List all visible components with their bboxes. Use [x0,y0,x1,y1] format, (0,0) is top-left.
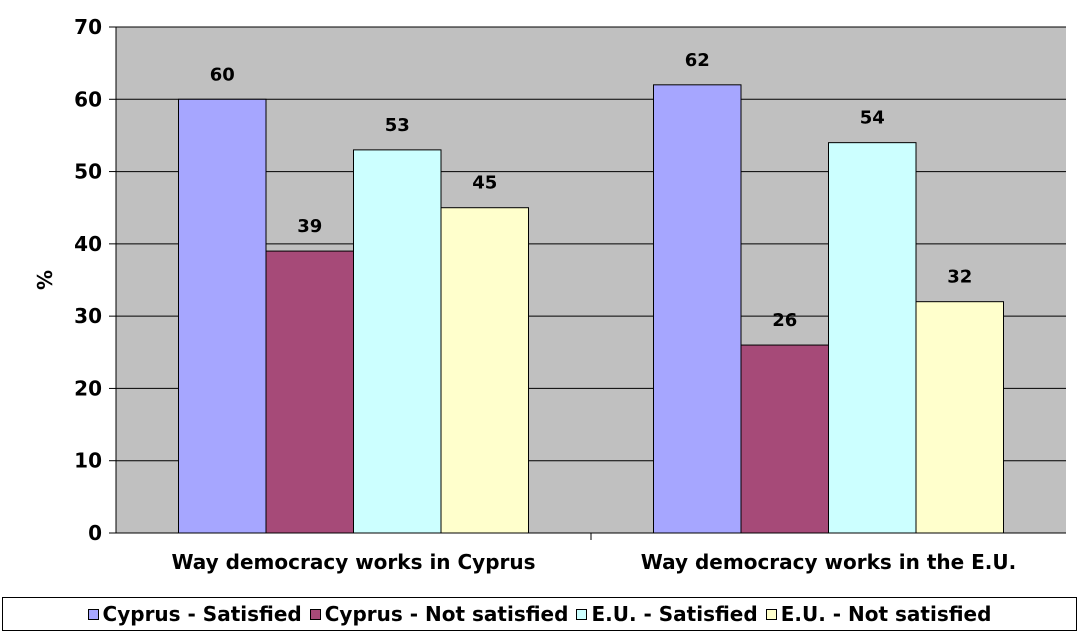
data-label: 54 [860,108,885,129]
y-tick-label: 40 [74,232,102,256]
bar [915,301,1004,534]
y-tick-label: 70 [74,15,102,39]
legend-swatch [765,608,777,620]
data-label: 62 [685,50,710,71]
y-tick-label: 0 [88,521,102,545]
y-axis-title: % [33,270,57,290]
bar [740,344,829,534]
bar [178,98,267,534]
y-tick-label: 10 [74,449,102,473]
legend-item: E.U. - Satisfied [576,602,758,626]
y-tick-label: 60 [74,87,102,111]
y-tick-label: 30 [74,304,102,328]
x-tick-label: Way democracy works in the E.U. [641,550,1017,574]
x-tick-label: Way democracy works in Cyprus [171,550,535,574]
legend-label: Cyprus - Not satisfied [324,602,569,626]
legend-label: E.U. - Satisfied [591,602,758,626]
y-tick-label: 20 [74,376,102,400]
axes: 0 10 20 30 40 50 60 70 Way democracy works in Cy… [74,15,1066,574]
chart-svg: 60 39 53 45 62 26 54 32 0 10 20 30 40 50 60 70 Way demo… [33,15,1066,574]
legend-label: E.U. - Not satisfied [780,602,992,626]
bar [440,207,529,534]
data-labels: 60 39 53 45 62 26 54 32 [210,50,973,331]
bar [653,84,742,534]
legend-swatch [309,608,321,620]
legend-swatch [87,608,99,620]
data-label: 45 [472,173,497,194]
data-label: 53 [385,115,410,136]
y-tick-label: 50 [74,160,102,184]
bar [828,142,917,534]
data-label: 26 [772,310,797,331]
bar [265,250,354,534]
legend-item: Cyprus - Satisfied [87,602,302,626]
legend-item: E.U. - Not satisfied [765,602,992,626]
data-label: 60 [210,64,235,85]
legend-label: Cyprus - Satisfied [102,602,302,626]
legend: Cyprus - Satisfied Cyprus - Not satisfied… [2,597,1077,631]
legend-item: Cyprus - Not satisfied [309,602,569,626]
data-label: 39 [297,216,322,237]
legend-swatch [576,608,588,620]
data-label: 32 [947,267,972,288]
bar [353,149,442,534]
